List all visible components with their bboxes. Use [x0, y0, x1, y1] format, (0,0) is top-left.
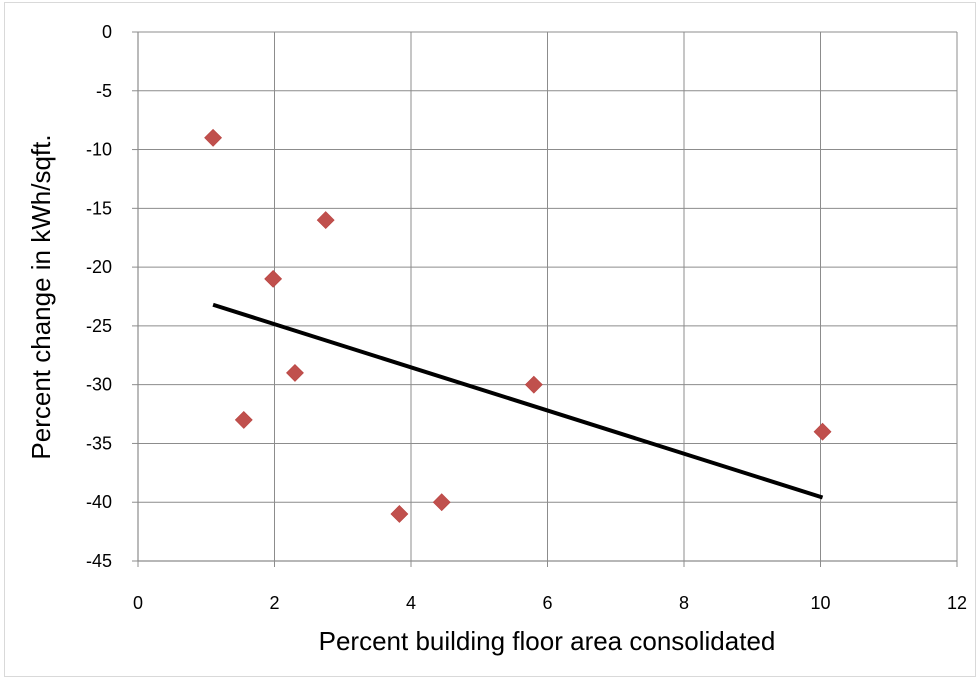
x-tick-label: 0: [133, 593, 143, 613]
x-tick-label: 10: [810, 593, 830, 613]
data-point: [204, 128, 222, 147]
gridlines: [137, 31, 958, 562]
data-point: [264, 269, 283, 288]
x-tick-label: 8: [679, 593, 689, 613]
x-tick-label: 6: [542, 593, 552, 613]
data-point: [432, 493, 451, 512]
data-point: [234, 411, 253, 429]
data-point: [524, 375, 543, 394]
data-point: [813, 422, 832, 441]
x-tick-label: 2: [269, 593, 279, 613]
data-point: [390, 505, 409, 523]
axes: [132, 31, 958, 567]
data-point: [316, 211, 335, 230]
data-point: [286, 363, 304, 382]
y-tick-label: -45: [86, 551, 112, 571]
y-tick-labels: 0 -5 -10 -15 -20 -25 -30 -35 -40 -45: [86, 22, 112, 571]
y-axis-title: Percent change in kWh/sqft.: [26, 134, 56, 459]
y-tick-label: -30: [86, 375, 112, 395]
y-tick-label: -20: [86, 257, 112, 277]
x-axis-title: Percent building floor area consolidated: [319, 626, 776, 656]
chart-frame: [4, 2, 976, 677]
y-tick-label: -35: [86, 433, 112, 453]
x-tick-labels: 0 2 4 6 8 10 12: [133, 593, 967, 613]
y-tick-label: -10: [86, 140, 112, 160]
y-tick-label: -5: [96, 81, 112, 101]
trendline-layer: [212, 302, 824, 500]
data-points: [204, 128, 832, 523]
x-tick-label: 12: [947, 593, 967, 613]
linear-trendline: [212, 302, 824, 500]
y-tick-label: -25: [86, 316, 112, 336]
y-tick-label: -15: [86, 198, 112, 218]
y-tick-label: 0: [102, 22, 112, 42]
y-tick-label: -40: [86, 492, 112, 512]
x-tick-label: 4: [406, 593, 416, 613]
